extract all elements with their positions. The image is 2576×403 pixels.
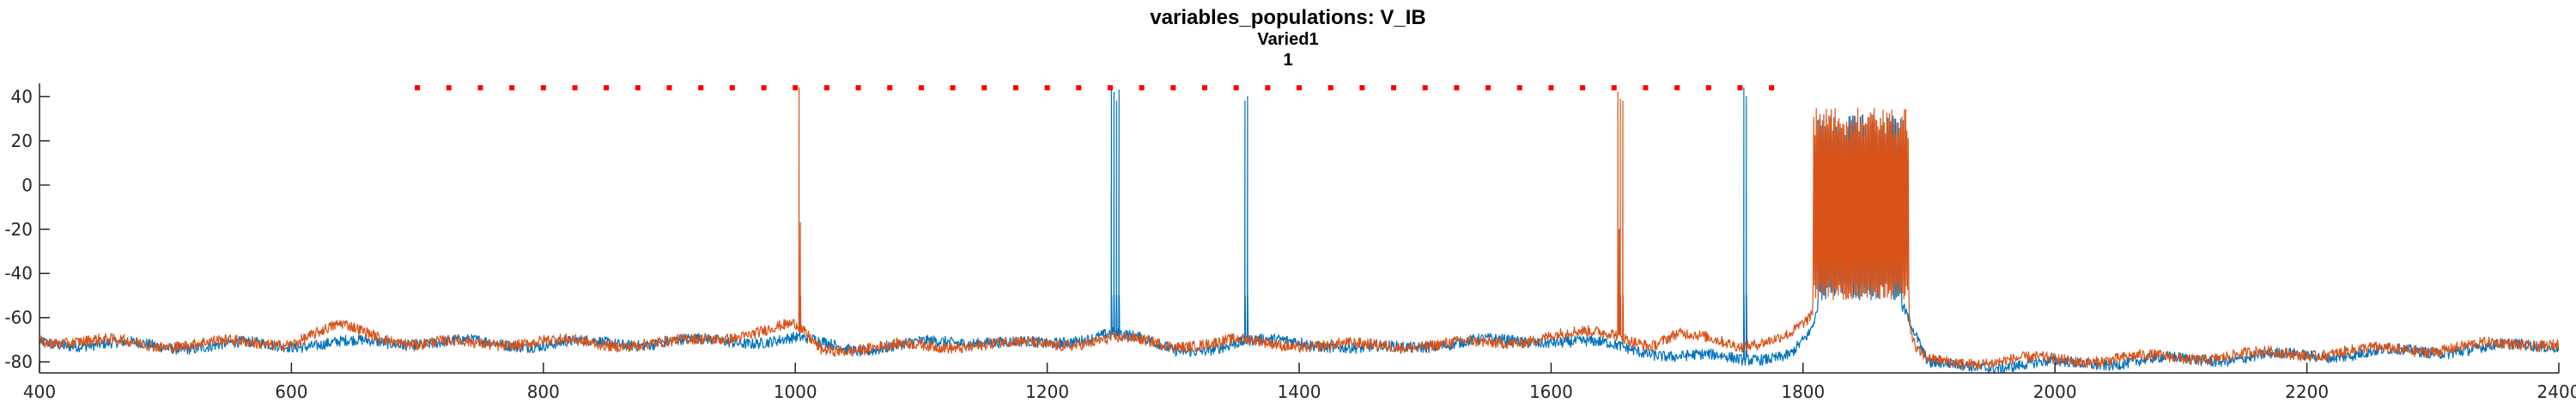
event-marker <box>666 85 672 91</box>
event-marker <box>761 85 767 91</box>
event-marker <box>415 85 421 91</box>
event-marker <box>793 85 799 91</box>
event-marker <box>1485 85 1492 91</box>
event-marker <box>1769 85 1775 91</box>
event-marker <box>1044 85 1050 91</box>
event-marker <box>1201 85 1207 91</box>
event-marker <box>1139 85 1145 91</box>
y-tick-label: 20 <box>11 131 33 151</box>
event-marker <box>1674 85 1680 91</box>
event-marker <box>540 85 546 91</box>
event-marker <box>1705 85 1711 91</box>
event-marker <box>887 85 893 91</box>
event-marker <box>1454 85 1460 91</box>
event-marker <box>1516 85 1522 91</box>
event-marker <box>1580 85 1586 91</box>
event-marker <box>1107 85 1113 91</box>
series-line-2 <box>39 87 2559 370</box>
event-marker <box>698 85 704 91</box>
event-marker <box>477 85 483 91</box>
event-marker <box>1233 85 1239 91</box>
x-tick-label: 600 <box>275 382 307 402</box>
event-marker <box>1170 85 1176 91</box>
x-tick-label: 1400 <box>1278 382 1321 402</box>
y-tick-label: 0 <box>21 174 33 195</box>
y-tick-label: -40 <box>4 263 33 284</box>
y-tick-label: -80 <box>4 351 33 372</box>
x-tick-label: 2400 <box>2537 382 2576 402</box>
plot-area: -80 -60 -40 -20 0 20 40 400 600 800 1000 1200 1400 1… <box>4 83 2576 402</box>
x-tick-label: 2000 <box>2033 382 2077 402</box>
event-marker <box>1327 85 1334 91</box>
y-tick-label: -60 <box>4 308 33 328</box>
event-marker <box>446 85 452 91</box>
event-marker <box>572 85 578 91</box>
x-tick-label: 1800 <box>1781 382 1825 402</box>
event-marker <box>729 85 735 91</box>
y-tick-label: -20 <box>4 219 33 240</box>
event-marker <box>950 85 956 91</box>
event-marker <box>918 85 924 91</box>
series-line-1 <box>39 87 2559 373</box>
event-marker <box>1737 85 1743 91</box>
event-marker <box>1391 85 1397 91</box>
event-marker <box>1265 85 1271 91</box>
event-marker <box>604 85 610 91</box>
event-marker <box>855 85 861 91</box>
chart-title: variables_populations: V_IB <box>1150 6 1425 29</box>
event-marker <box>635 85 641 91</box>
series-layer <box>39 87 2559 373</box>
event-marker <box>1548 85 1554 91</box>
event-marker <box>509 85 515 91</box>
x-tick-label: 1600 <box>1529 382 1573 402</box>
x-tick-label: 1000 <box>774 382 817 402</box>
chart-subtitle: Varied1 <box>1257 30 1318 49</box>
event-marker <box>1076 85 1082 91</box>
event-marker <box>1359 85 1365 91</box>
marker-layer <box>415 85 1775 91</box>
event-marker <box>981 85 987 91</box>
event-marker <box>1012 85 1018 91</box>
event-marker <box>1422 85 1428 91</box>
x-tick-label: 2200 <box>2285 382 2329 402</box>
chart-subtitle-2: 1 <box>1283 51 1292 70</box>
event-marker <box>823 85 829 91</box>
event-marker <box>1297 85 1302 91</box>
y-axis-ticks: -80 -60 -40 -20 0 20 40 <box>4 86 50 372</box>
x-axis-ticks: 400 600 800 1000 1200 1400 1600 1800 2000 2200 240… <box>23 363 2576 402</box>
event-marker <box>1643 85 1649 91</box>
x-tick-label: 800 <box>527 382 560 402</box>
x-tick-label: 1200 <box>1025 382 1069 402</box>
y-tick-label: 40 <box>11 86 33 107</box>
x-tick-label: 400 <box>23 382 56 402</box>
event-marker <box>1611 85 1617 91</box>
